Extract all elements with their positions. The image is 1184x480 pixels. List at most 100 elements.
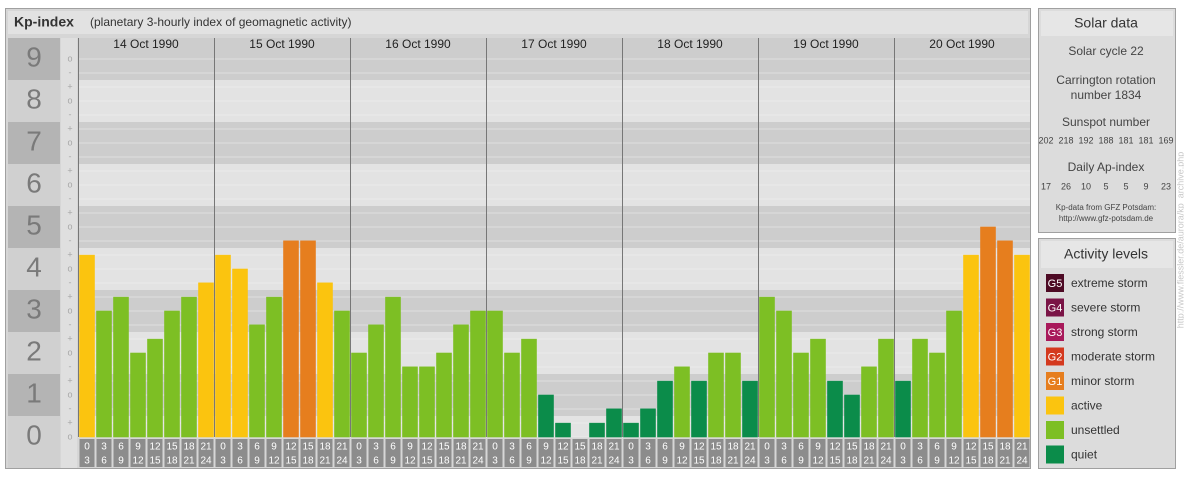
hour-label: 9	[662, 456, 668, 467]
hour-label: 3	[764, 456, 770, 467]
hour-label: 3	[781, 442, 787, 453]
bar	[589, 422, 605, 438]
legend-label: active	[1071, 399, 1103, 413]
hour-label: 9	[679, 442, 685, 453]
hour-box	[317, 439, 333, 467]
hour-label: 12	[829, 442, 841, 453]
hour-label: 15	[557, 456, 569, 467]
date-label: 20 Oct 1990	[929, 37, 995, 51]
solar-cycle: Solar cycle 22	[1068, 44, 1144, 58]
bar	[419, 366, 435, 438]
hour-label: 21	[863, 456, 875, 467]
ap-value: 23	[1161, 181, 1171, 191]
hour-label: 6	[101, 456, 107, 467]
bar	[861, 366, 877, 438]
bar	[708, 352, 724, 438]
hour-box	[963, 439, 979, 467]
hour-box	[878, 439, 894, 467]
bar	[827, 380, 843, 438]
legend-badge: G4	[1048, 302, 1063, 314]
bar	[164, 310, 180, 438]
hour-label: 6	[798, 442, 804, 453]
hour-label: 12	[404, 456, 416, 467]
hour-box	[827, 439, 843, 467]
bar	[538, 394, 554, 438]
label-band	[8, 80, 60, 122]
hour-label: 21	[880, 442, 892, 453]
hour-box	[113, 439, 129, 467]
bar	[759, 296, 775, 438]
hour-label: 6	[662, 442, 668, 453]
bar	[776, 310, 792, 438]
hour-box	[521, 439, 537, 467]
hour-box	[198, 439, 214, 467]
y-tick-label: 9	[26, 41, 42, 72]
hour-label: 18	[982, 456, 994, 467]
hour-box	[283, 439, 299, 467]
hour-label: 12	[557, 442, 569, 453]
hour-label: 9	[798, 456, 804, 467]
ap-value: 5	[1123, 181, 1128, 191]
hour-box	[130, 439, 146, 467]
hour-label: 6	[118, 442, 124, 453]
hour-label: 9	[934, 456, 940, 467]
date-label: 15 Oct 1990	[249, 37, 315, 51]
hour-label: 3	[356, 456, 362, 467]
hour-label: 24	[472, 456, 484, 467]
hour-label: 3	[900, 456, 906, 467]
bar	[402, 366, 418, 438]
hour-label: 24	[336, 456, 348, 467]
hour-label: 15	[438, 442, 450, 453]
bar	[504, 352, 520, 438]
hour-label: 18	[999, 442, 1011, 453]
hour-label: 9	[118, 456, 124, 467]
hour-box	[538, 439, 554, 467]
hour-label: 18	[727, 442, 739, 453]
legend-badge: G5	[1048, 278, 1063, 290]
chart-subtitle: (planetary 3-hourly index of geomagnetic…	[90, 15, 351, 29]
hour-label: 12	[965, 442, 977, 453]
hour-box	[487, 439, 503, 467]
hour-box	[742, 439, 758, 467]
hour-box	[861, 439, 877, 467]
hour-label: 21	[727, 456, 739, 467]
legend-badge: G3	[1048, 327, 1063, 339]
hour-box	[215, 439, 231, 467]
bar	[385, 296, 401, 438]
hour-box	[249, 439, 265, 467]
hour-label: 6	[509, 456, 515, 467]
legend-badge: G2	[1048, 351, 1063, 363]
bar	[606, 408, 622, 438]
hour-box	[912, 439, 928, 467]
bar	[470, 310, 486, 438]
hour-box	[589, 439, 605, 467]
hour-label: 24	[880, 456, 892, 467]
hour-label: 18	[319, 442, 331, 453]
source-url: http://www.gfz-potsdam.de	[1059, 214, 1154, 223]
date-label: 14 Oct 1990	[113, 37, 179, 51]
bar	[147, 338, 163, 438]
legend-swatch	[1046, 421, 1064, 439]
hour-label: 12	[948, 456, 960, 467]
hour-label: 15	[846, 442, 858, 453]
label-band	[8, 206, 60, 248]
hour-label: 9	[543, 442, 549, 453]
hour-label: 15	[710, 442, 722, 453]
hour-box	[402, 439, 418, 467]
hour-label: 6	[373, 456, 379, 467]
bar	[793, 352, 809, 438]
hour-label: 18	[574, 456, 586, 467]
hour-label: 18	[166, 456, 178, 467]
hour-label: 12	[268, 456, 280, 467]
hour-box	[725, 439, 741, 467]
hour-label: 21	[200, 442, 212, 453]
hour-label: 21	[591, 456, 603, 467]
date-label: 17 Oct 1990	[521, 37, 587, 51]
hour-box	[810, 439, 826, 467]
hour-label: 18	[710, 456, 722, 467]
hour-box	[572, 439, 588, 467]
legend-label: severe storm	[1071, 301, 1140, 315]
hour-label: 0	[900, 442, 906, 453]
legend-swatch	[1046, 323, 1064, 341]
